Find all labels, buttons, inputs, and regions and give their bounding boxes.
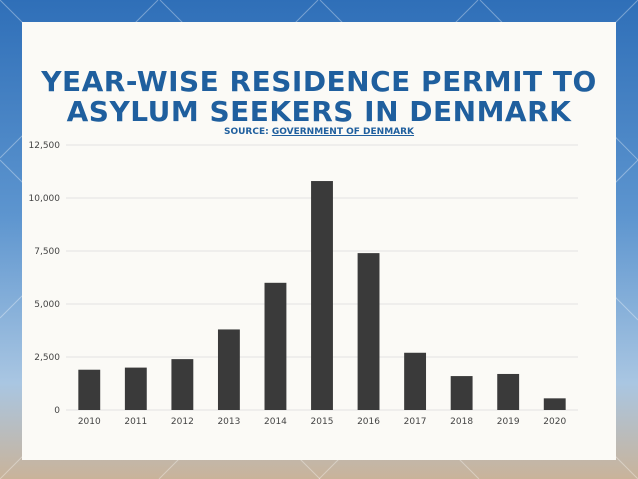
bar-2015 xyxy=(311,181,333,410)
source-prefix: SOURCE: xyxy=(223,127,272,137)
bar-2010 xyxy=(78,369,101,410)
x-tick-label: 2016 xyxy=(357,417,380,427)
x-tick-label: 2015 xyxy=(311,417,334,427)
x-tick-label: 2010 xyxy=(78,417,101,427)
bar-2012 xyxy=(171,359,194,410)
x-tick-label: 2011 xyxy=(124,417,147,427)
y-tick-label: 0 xyxy=(54,406,60,416)
bar-2014 xyxy=(264,282,287,410)
x-tick-label: 2019 xyxy=(497,417,520,427)
x-tick-label: 2013 xyxy=(217,417,240,427)
y-tick-label: 2,500 xyxy=(34,353,60,363)
y-tick-label: 12,500 xyxy=(29,141,61,151)
y-tick-label: 5,000 xyxy=(34,300,60,310)
source-link[interactable]: GOVERNMENT OF DENMARK xyxy=(271,127,415,137)
x-tick-label: 2017 xyxy=(404,417,427,427)
chart-title: YEAR-WISE RESIDENCE PERMIT TO ASYLUM SEE… xyxy=(22,67,616,127)
x-tick-label: 2018 xyxy=(450,417,473,427)
bar-2019 xyxy=(497,373,520,410)
bar-2017 xyxy=(404,352,427,410)
bar-2011 xyxy=(124,367,147,410)
x-tick-label: 2014 xyxy=(264,417,287,427)
bar-2018 xyxy=(450,376,473,410)
source-note: SOURCE: GOVERNMENT OF DENMARK xyxy=(22,127,616,137)
bar-2020 xyxy=(543,398,566,410)
y-tick-label: 7,500 xyxy=(34,247,60,257)
y-tick-label: 10,000 xyxy=(29,194,61,204)
x-tick-label: 2020 xyxy=(543,417,566,427)
title-line-2: ASYLUM SEEKERS IN DENMARK xyxy=(66,95,572,128)
title-line-1: YEAR-WISE RESIDENCE PERMIT TO xyxy=(41,65,597,98)
bar-2016 xyxy=(357,253,380,410)
x-tick-label: 2012 xyxy=(171,417,194,427)
chart-card: YEAR-WISE RESIDENCE PERMIT TO ASYLUM SEE… xyxy=(22,22,616,460)
bar-chart: 0 2,500 5,000 7,500 10,000 12,500 2010 2011 2012… xyxy=(29,141,578,427)
bar-2013 xyxy=(217,329,240,410)
